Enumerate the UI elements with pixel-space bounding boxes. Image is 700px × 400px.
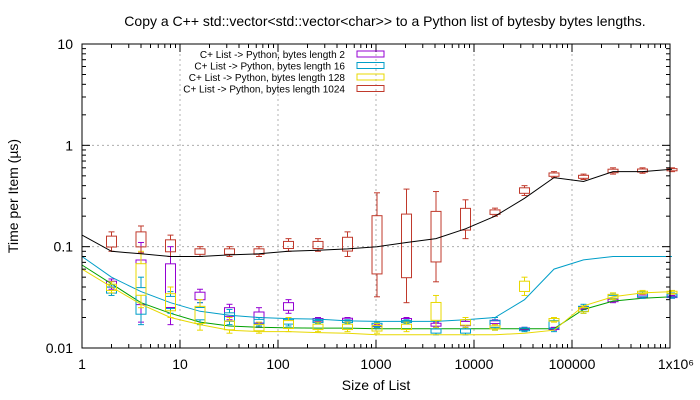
y-tick-label: 10 (57, 36, 73, 52)
x-tick-label: 1x10⁶ (658, 356, 694, 372)
x-tick-label: 1 (78, 356, 86, 372)
y-tick-label: 1 (65, 137, 73, 153)
legend-label: C+ List -> Python, bytes length 128 (189, 73, 346, 84)
x-tick-label: 1000 (360, 356, 391, 372)
series-line (81, 168, 673, 257)
plot-series (81, 167, 678, 336)
y-axis-label: Time per Item (µs) (5, 139, 21, 253)
y-tick-label: 0.01 (46, 340, 73, 356)
y-tick-label: 0.1 (54, 239, 74, 255)
x-axis-label: Size of List (342, 377, 411, 393)
legend-label: C+ List -> Python, bytes length 1024 (183, 85, 345, 96)
legend-label: C+ List -> Python, bytes length 16 (194, 62, 345, 73)
series-2 (81, 250, 678, 336)
x-tick-label: 10 (172, 356, 188, 372)
x-tick-label: 100000 (549, 356, 596, 372)
legend-label: C+ List -> Python, bytes length 2 (200, 50, 346, 61)
series-line (81, 268, 673, 336)
series-3 (81, 167, 678, 304)
grid (82, 44, 670, 348)
x-tick-label: 10000 (455, 356, 494, 372)
legend-swatch (356, 62, 385, 69)
chart-title: Copy a C++ std::vector<std::vector<char>… (124, 13, 645, 29)
x-tick-label: 100 (266, 356, 290, 372)
legend-swatch (356, 85, 385, 92)
series-line (81, 256, 672, 322)
legend-swatch (356, 50, 385, 58)
axis-ticks: 1 10 100 1000 10000 100000 1x10⁶ 0.01 0.1 1 10 (46, 36, 694, 372)
legend: C+ List -> Python, bytes length 2C+ List… (183, 50, 385, 96)
series-line (81, 264, 673, 330)
legend-swatch (356, 73, 385, 81)
